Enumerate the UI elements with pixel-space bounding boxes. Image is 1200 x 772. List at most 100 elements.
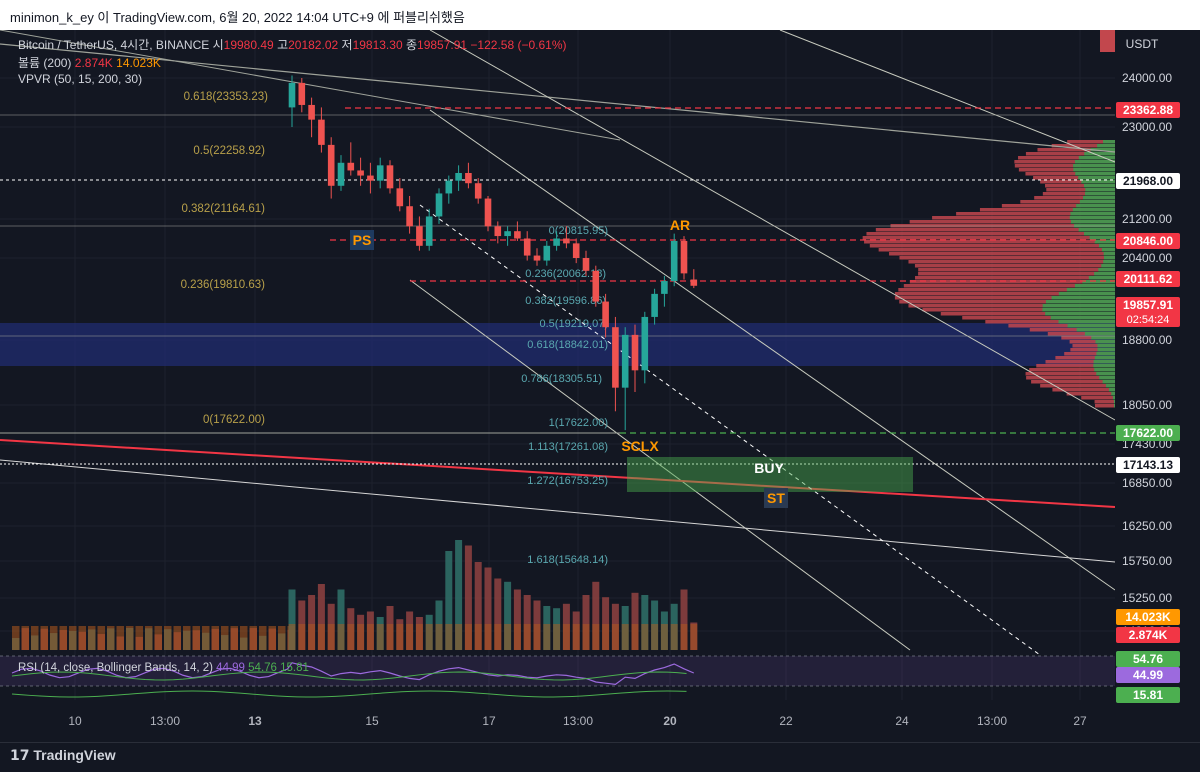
volume-ma-fill <box>660 624 668 650</box>
vpvr-bar-up <box>1094 368 1115 372</box>
volume-bar <box>445 551 453 650</box>
candle-body <box>318 119 325 145</box>
close-value: 19857.91 <box>417 38 468 52</box>
trend-line <box>779 29 1116 163</box>
y-tick-label: 16250.00 <box>1122 519 1172 533</box>
vpvr-bar <box>1014 160 1115 164</box>
chart-area[interactable]: 10 13:00 13 15 17 13:00 20 22 24 13:00 27 0.618(233… <box>0 29 1200 742</box>
vpvr-bar-up <box>1084 232 1115 236</box>
volume-ma-fill <box>164 626 172 650</box>
vpvr-bar <box>1029 328 1115 332</box>
candle-body <box>592 270 600 302</box>
vpvr-label[interactable]: VPVR (50, 15, 200, 30) <box>18 72 143 86</box>
candle-body <box>288 82 296 108</box>
price-tag <box>1116 687 1180 703</box>
price-tag <box>1116 271 1180 287</box>
volume-ma-fill <box>396 624 404 650</box>
vpvr-bar <box>979 208 1115 212</box>
vpvr-bar <box>1018 156 1115 160</box>
volume-label[interactable]: 볼륨 (200) <box>18 56 72 70</box>
vpvr-bar <box>899 300 1115 304</box>
vpvr-bar <box>1047 332 1115 336</box>
volume-bar <box>631 592 639 650</box>
candle-body <box>651 293 658 317</box>
fib-left-label: 0.382(21164.61) <box>181 203 265 215</box>
volume-ma-fill <box>40 626 48 650</box>
vpvr-bar-up <box>1078 176 1115 180</box>
candle-body <box>357 170 364 176</box>
vpvr-bar-up <box>1088 276 1115 280</box>
candle-body <box>386 165 394 189</box>
low-label: 저 <box>341 38 353 52</box>
vpvr-bar-up <box>1079 200 1115 204</box>
volume-value-b: 14.023K <box>116 56 161 70</box>
candle-body <box>680 240 688 274</box>
vpvr-bar <box>1037 148 1115 152</box>
trend-line <box>409 279 911 651</box>
vpvr-bar-up <box>1097 348 1115 352</box>
price-tag-label: 15.81 <box>1133 688 1163 702</box>
fib-right-label: 0.786(18305.51) <box>521 373 602 385</box>
trend-line <box>0 29 621 141</box>
rsi-label[interactable]: RSI (14, close, Bollinger Bands, 14, 2) <box>18 662 213 674</box>
vpvr-bar <box>918 272 1115 276</box>
vpvr-bar-up <box>1111 392 1115 396</box>
candle-body <box>425 216 433 246</box>
y-tick-label: 15250.00 <box>1122 591 1172 605</box>
candle-body <box>376 165 384 181</box>
vpvr-bar-up <box>1102 380 1115 384</box>
price-tag-label: 20846.00 <box>1123 234 1173 248</box>
vpvr-bar <box>1033 176 1115 180</box>
y-tick-label: 20400.00 <box>1122 251 1172 265</box>
volume-ma-fill <box>386 624 394 650</box>
candle-body <box>533 255 541 261</box>
volume-bar <box>641 595 649 650</box>
volume-ma-fill <box>621 624 629 650</box>
vpvr-bar <box>864 240 1115 244</box>
vpvr-bar-up <box>1075 172 1115 176</box>
vpvr-bar-up <box>1076 204 1115 208</box>
volume-ma-fill <box>317 624 325 650</box>
publish-info: minimon_k_ey 이 TradingView.com, 6월 20, 2… <box>10 10 465 25</box>
vpvr-bar <box>914 264 1115 268</box>
fib-left-label: 0.236(19810.63) <box>181 279 266 291</box>
vpvr-bar <box>1040 384 1115 388</box>
buy-zone <box>627 457 913 492</box>
vpvr-bar <box>1052 388 1115 392</box>
tradingview-icon: 𝟭𝟳 <box>10 747 30 763</box>
vpvr-bar-up <box>1070 220 1115 224</box>
volume-ma-fill <box>69 626 77 650</box>
volume-legend: 볼륨 (200) 2.874K 14.023K <box>18 54 161 71</box>
volume-bar <box>582 595 590 650</box>
volume-ma-fill <box>221 626 229 650</box>
vpvr-bar <box>1061 336 1115 340</box>
vpvr-bar-up <box>1058 292 1115 296</box>
volume-ma-fill <box>288 624 296 650</box>
price-tag-label: 21968.00 <box>1123 174 1173 188</box>
price-tag <box>1116 627 1180 643</box>
vpvr-bar-up <box>1083 184 1115 188</box>
rsi-bb-lower <box>11 690 687 698</box>
tradingview-logo[interactable]: 𝟭𝟳 TradingView <box>10 747 116 764</box>
vpvr-legend: VPVR (50, 15, 200, 30) <box>18 72 142 86</box>
price-chart-svg[interactable]: 10 13:00 13 15 17 13:00 20 22 24 13:00 27 0.618(233… <box>0 29 1200 742</box>
volume-ma-fill <box>543 624 551 650</box>
vpvr-bar <box>915 276 1115 280</box>
candle-body <box>308 104 315 120</box>
volume-ma-fill <box>12 626 20 650</box>
volume-bar <box>288 589 296 650</box>
fib-right-label: 0.618(18842.01) <box>527 339 608 351</box>
vpvr-bar <box>1034 196 1115 200</box>
vpvr-bar <box>956 212 1115 216</box>
vpvr-bar <box>1094 400 1115 404</box>
x-tick-label: 27 <box>1073 714 1087 728</box>
y-tick-label: 21200.00 <box>1122 212 1172 226</box>
price-axis <box>1115 30 1200 700</box>
vpvr-bar <box>909 220 1115 224</box>
vpvr-bar <box>985 320 1115 324</box>
volume-bar <box>592 581 600 650</box>
price-tag <box>1116 233 1180 249</box>
vpvr-bar <box>869 244 1115 248</box>
symbol-name[interactable]: Bitcoin / TetherUS, 4시간, BINANCE <box>18 38 210 52</box>
footer-bar: 𝟭𝟳 TradingView <box>0 742 1200 772</box>
